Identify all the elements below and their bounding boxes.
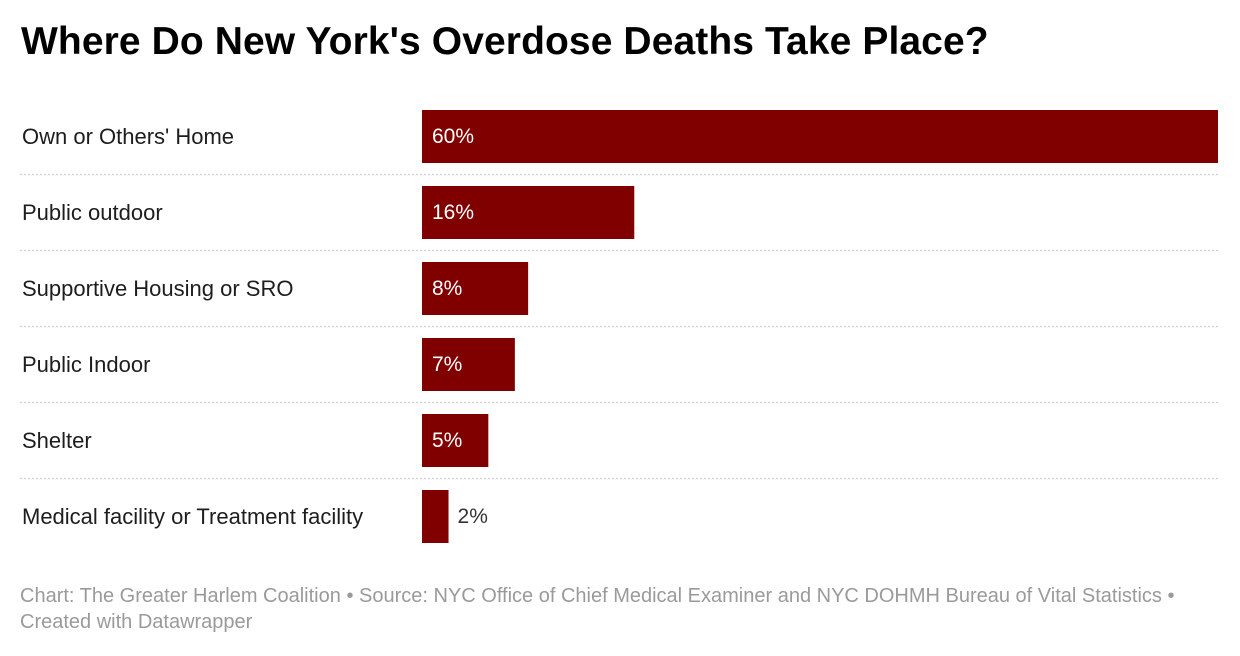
footer-tool: Created with Datawrapper xyxy=(20,611,253,633)
bar xyxy=(422,186,635,239)
footer-credit: Chart: The Greater Harlem Coalition xyxy=(20,585,341,607)
footer-separator: • xyxy=(346,585,354,607)
category-label: Medical facility or Treatment facility xyxy=(22,504,363,529)
category-label: Own or Others' Home xyxy=(22,124,234,149)
value-label: 5% xyxy=(432,429,462,452)
value-label: 2% xyxy=(458,505,488,528)
bar xyxy=(422,490,449,543)
bar xyxy=(422,262,529,315)
chart-footer: Chart: The Greater Harlem Coalition • So… xyxy=(20,583,1210,635)
value-label: 7% xyxy=(432,353,462,376)
category-label: Shelter xyxy=(22,428,92,453)
bar-chart: Own or Others' Home 60% Public outdoor 16% S… xyxy=(20,110,1218,543)
value-label: 16% xyxy=(432,201,474,224)
category-label: Public outdoor xyxy=(22,200,163,225)
bar xyxy=(422,338,515,391)
footer-source: Source: NYC Office of Chief Medical Exam… xyxy=(359,585,1162,607)
category-label: Supportive Housing or SRO xyxy=(22,276,293,301)
footer-separator: • xyxy=(1167,585,1175,607)
chart-title: Where Do New York's Overdose Deaths Take… xyxy=(21,20,989,63)
bar xyxy=(422,414,489,467)
bar xyxy=(422,110,1218,163)
value-label: 60% xyxy=(432,125,474,148)
category-label: Public Indoor xyxy=(22,352,150,377)
value-label: 8% xyxy=(432,277,462,300)
